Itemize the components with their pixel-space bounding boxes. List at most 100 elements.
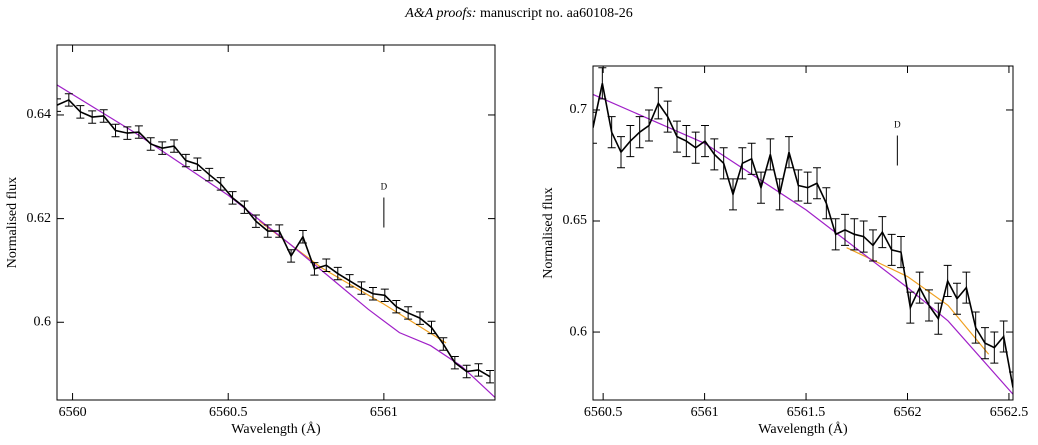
error-bar: [654, 87, 663, 120]
plot-frame: [592, 65, 1014, 401]
error-bar: [357, 281, 366, 295]
error-bar: [474, 363, 483, 377]
error-bar: [887, 233, 896, 266]
error-bar: [701, 125, 709, 158]
error-bar: [803, 171, 812, 204]
error-bar: [1009, 371, 1013, 400]
error-bar: [123, 126, 132, 140]
annotation: D: [381, 182, 388, 192]
chart: 6560.5 6561 6561.5 6562 6562.5 0.6 0.65 0.7 Wave…: [541, 65, 1029, 437]
series-line: [846, 247, 990, 355]
error-bar: [205, 167, 214, 182]
running-header: A&A proofs: manuscript no. aa60108-26: [404, 6, 632, 21]
error-bar: [775, 178, 784, 211]
x-axis-label: Wavelength (Å): [758, 421, 848, 437]
error-bar: [345, 274, 354, 288]
y-tick-label: 0.6: [34, 314, 52, 329]
y-tick-label: 0.65: [563, 213, 588, 228]
series-line: [593, 93, 1013, 395]
error-bar: [99, 109, 108, 123]
error-bar: [822, 187, 831, 220]
y-tick-label: 0.7: [570, 102, 588, 117]
x-tick-label: 6562.5: [990, 405, 1029, 420]
error-bar: [240, 200, 249, 214]
error-bar: [682, 125, 691, 158]
error-bar: [738, 147, 747, 180]
error-bar: [691, 131, 700, 164]
error-bar: [263, 224, 272, 238]
error-bar: [88, 110, 97, 124]
error-bar: [710, 138, 719, 171]
error-bar: [747, 142, 756, 175]
error-bar: [785, 136, 793, 169]
series-line: [57, 98, 491, 378]
x-tick-label: 6561: [691, 405, 719, 420]
error-bar: [943, 264, 952, 298]
series-line: [593, 83, 1013, 388]
error-bar: [971, 311, 980, 344]
error-bar: [593, 111, 597, 144]
error-bar: [663, 100, 672, 133]
error-bar: [216, 177, 225, 191]
x-tick-label: 6560.5: [209, 405, 248, 420]
error-bar: [158, 141, 167, 155]
error-bar: [859, 220, 868, 253]
series-line: [57, 84, 495, 398]
error-bar: [57, 98, 61, 112]
error-bar: [450, 355, 459, 370]
error-bar: [111, 123, 120, 138]
error-bar: [275, 224, 284, 238]
error-bar: [392, 299, 401, 314]
annotation: D: [894, 120, 901, 130]
error-bar: [757, 171, 765, 204]
error-bar: [64, 93, 73, 107]
error-bar: [906, 291, 915, 324]
error-bar: [333, 266, 342, 281]
error-bar: [193, 157, 202, 171]
error-bar: [607, 116, 616, 149]
manuscript: manuscript no. aa60108-26: [480, 6, 633, 21]
error-bar: [729, 178, 737, 211]
error-bar: [598, 67, 607, 100]
error-bar: [766, 138, 775, 171]
error-bar: [462, 364, 471, 379]
x-tick-label: 6560.5: [584, 405, 623, 420]
x-axis-label: Wavelength (Å): [231, 421, 321, 437]
error-bar: [310, 262, 319, 276]
error-bar: [645, 109, 653, 142]
error-bar: [181, 153, 190, 168]
error-bar: [404, 306, 413, 320]
error-bar: [146, 137, 155, 151]
x-tick-label: 6561.5: [787, 405, 826, 420]
y-axis-label: Normalised flux: [541, 187, 556, 278]
plot-area: [57, 84, 495, 398]
error-bar: [287, 249, 296, 263]
error-bar: [380, 288, 389, 303]
journal: A&A proofs:: [404, 6, 476, 21]
error-bar: [925, 289, 933, 322]
y-axis-label: Normalised flux: [5, 177, 20, 268]
error-bar: [794, 169, 803, 202]
error-bar: [439, 337, 448, 351]
error-bar: [228, 191, 237, 205]
error-bar: [999, 320, 1008, 353]
error-bar: [635, 116, 644, 149]
error-bar: [76, 105, 85, 119]
error-bar: [617, 136, 625, 169]
error-bar: [719, 147, 728, 180]
error-bar: [990, 331, 999, 364]
x-tick-label: 6561: [370, 405, 398, 420]
error-bar: [298, 230, 307, 244]
error-bar: [915, 271, 924, 304]
error-bar: [673, 120, 681, 153]
error-bar: [831, 218, 840, 251]
error-bar: [415, 311, 424, 325]
error-bar: [134, 125, 143, 139]
error-bar: [934, 302, 943, 335]
error-bar: [170, 139, 179, 153]
error-bar: [626, 125, 635, 158]
plot-area: [593, 67, 1013, 400]
x-tick-label: 6560: [59, 405, 87, 420]
x-tick-label: 6562: [893, 405, 921, 420]
error-bar: [368, 287, 377, 301]
